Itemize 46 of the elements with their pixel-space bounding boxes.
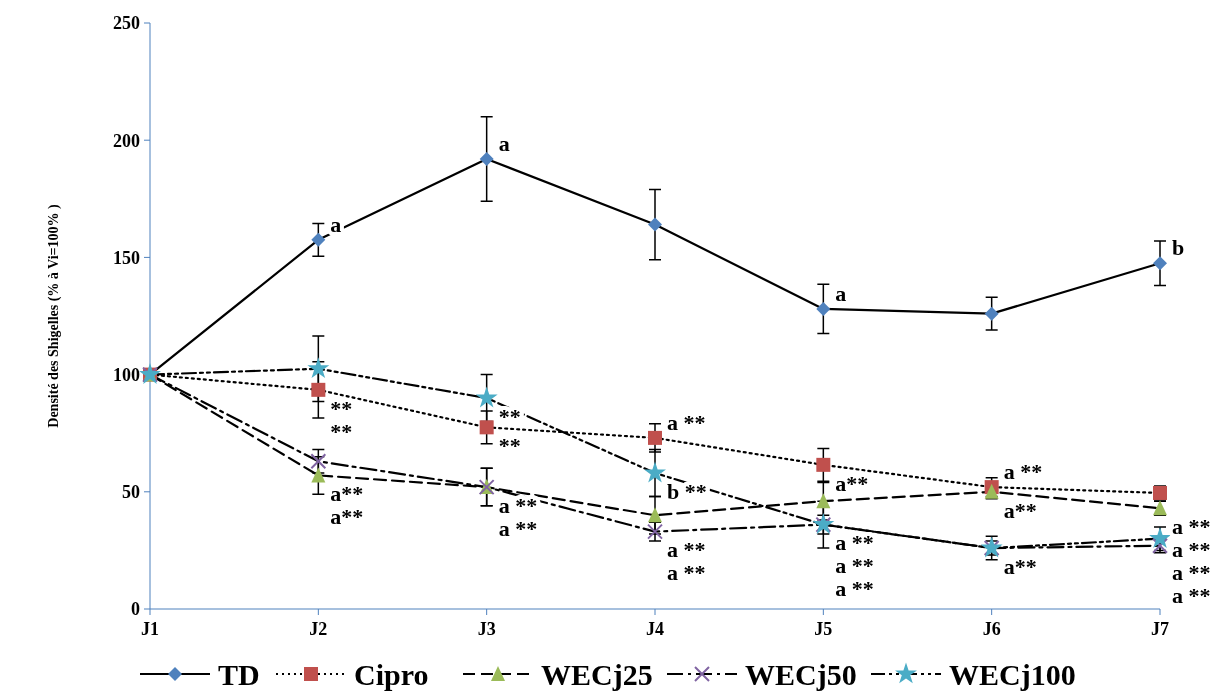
annotation: ** xyxy=(498,433,521,459)
y-tick-label: 150 xyxy=(113,247,140,268)
annotation: a ** xyxy=(667,560,706,586)
x-tick-label: J7 xyxy=(1151,619,1169,639)
annotation: a** xyxy=(330,504,364,530)
y-tick-label: 200 xyxy=(113,130,140,151)
y-tick-label: 250 xyxy=(113,13,140,34)
annotation: a ** xyxy=(498,515,538,541)
annotation: a ** xyxy=(667,537,706,563)
annotation: b xyxy=(1172,234,1185,260)
x-tick-label: J1 xyxy=(141,619,159,639)
annotation: a ** xyxy=(1003,458,1043,484)
legend-label: WECj50 xyxy=(745,657,857,691)
annotation: a ** xyxy=(835,553,874,579)
annotation: b ** xyxy=(667,478,707,504)
y-axis-title: Densité des Shigelles (% à Vi=100% ) xyxy=(46,203,62,428)
annotation: ** xyxy=(330,418,353,444)
annotation: a xyxy=(835,280,847,306)
annotation: a xyxy=(330,211,342,237)
annotation: a** xyxy=(1003,553,1037,579)
annotation: a ** xyxy=(1172,559,1211,585)
legend-label: WECj25 xyxy=(541,657,653,691)
annotation: ** xyxy=(498,403,521,429)
y-tick-label: 100 xyxy=(113,364,140,385)
x-tick-label: J5 xyxy=(814,619,833,639)
annotation: a** xyxy=(835,470,869,496)
legend-label: WECj100 xyxy=(949,657,1076,691)
annotation: a ** xyxy=(498,492,538,518)
annotation: a** xyxy=(330,481,364,507)
legend-label: Cipro xyxy=(354,657,429,691)
annotation: a ** xyxy=(667,409,706,435)
annotation: a ** xyxy=(1172,582,1211,608)
annotation: a xyxy=(498,130,510,156)
y-tick-label: 50 xyxy=(122,482,140,503)
annotation: a ** xyxy=(835,576,874,602)
x-tick-label: J3 xyxy=(477,619,496,639)
annotation: a** xyxy=(1003,497,1037,523)
x-tick-label: J4 xyxy=(646,619,664,639)
annotation: a ** xyxy=(1172,536,1211,562)
annotation: a ** xyxy=(835,530,874,556)
annotation: a ** xyxy=(1172,513,1211,539)
x-tick-label: J6 xyxy=(982,619,1001,639)
y-tick-label: 0 xyxy=(131,599,140,620)
x-tick-label: J2 xyxy=(309,619,328,639)
annotation: ** xyxy=(330,395,353,421)
legend-label: TD xyxy=(218,657,260,691)
